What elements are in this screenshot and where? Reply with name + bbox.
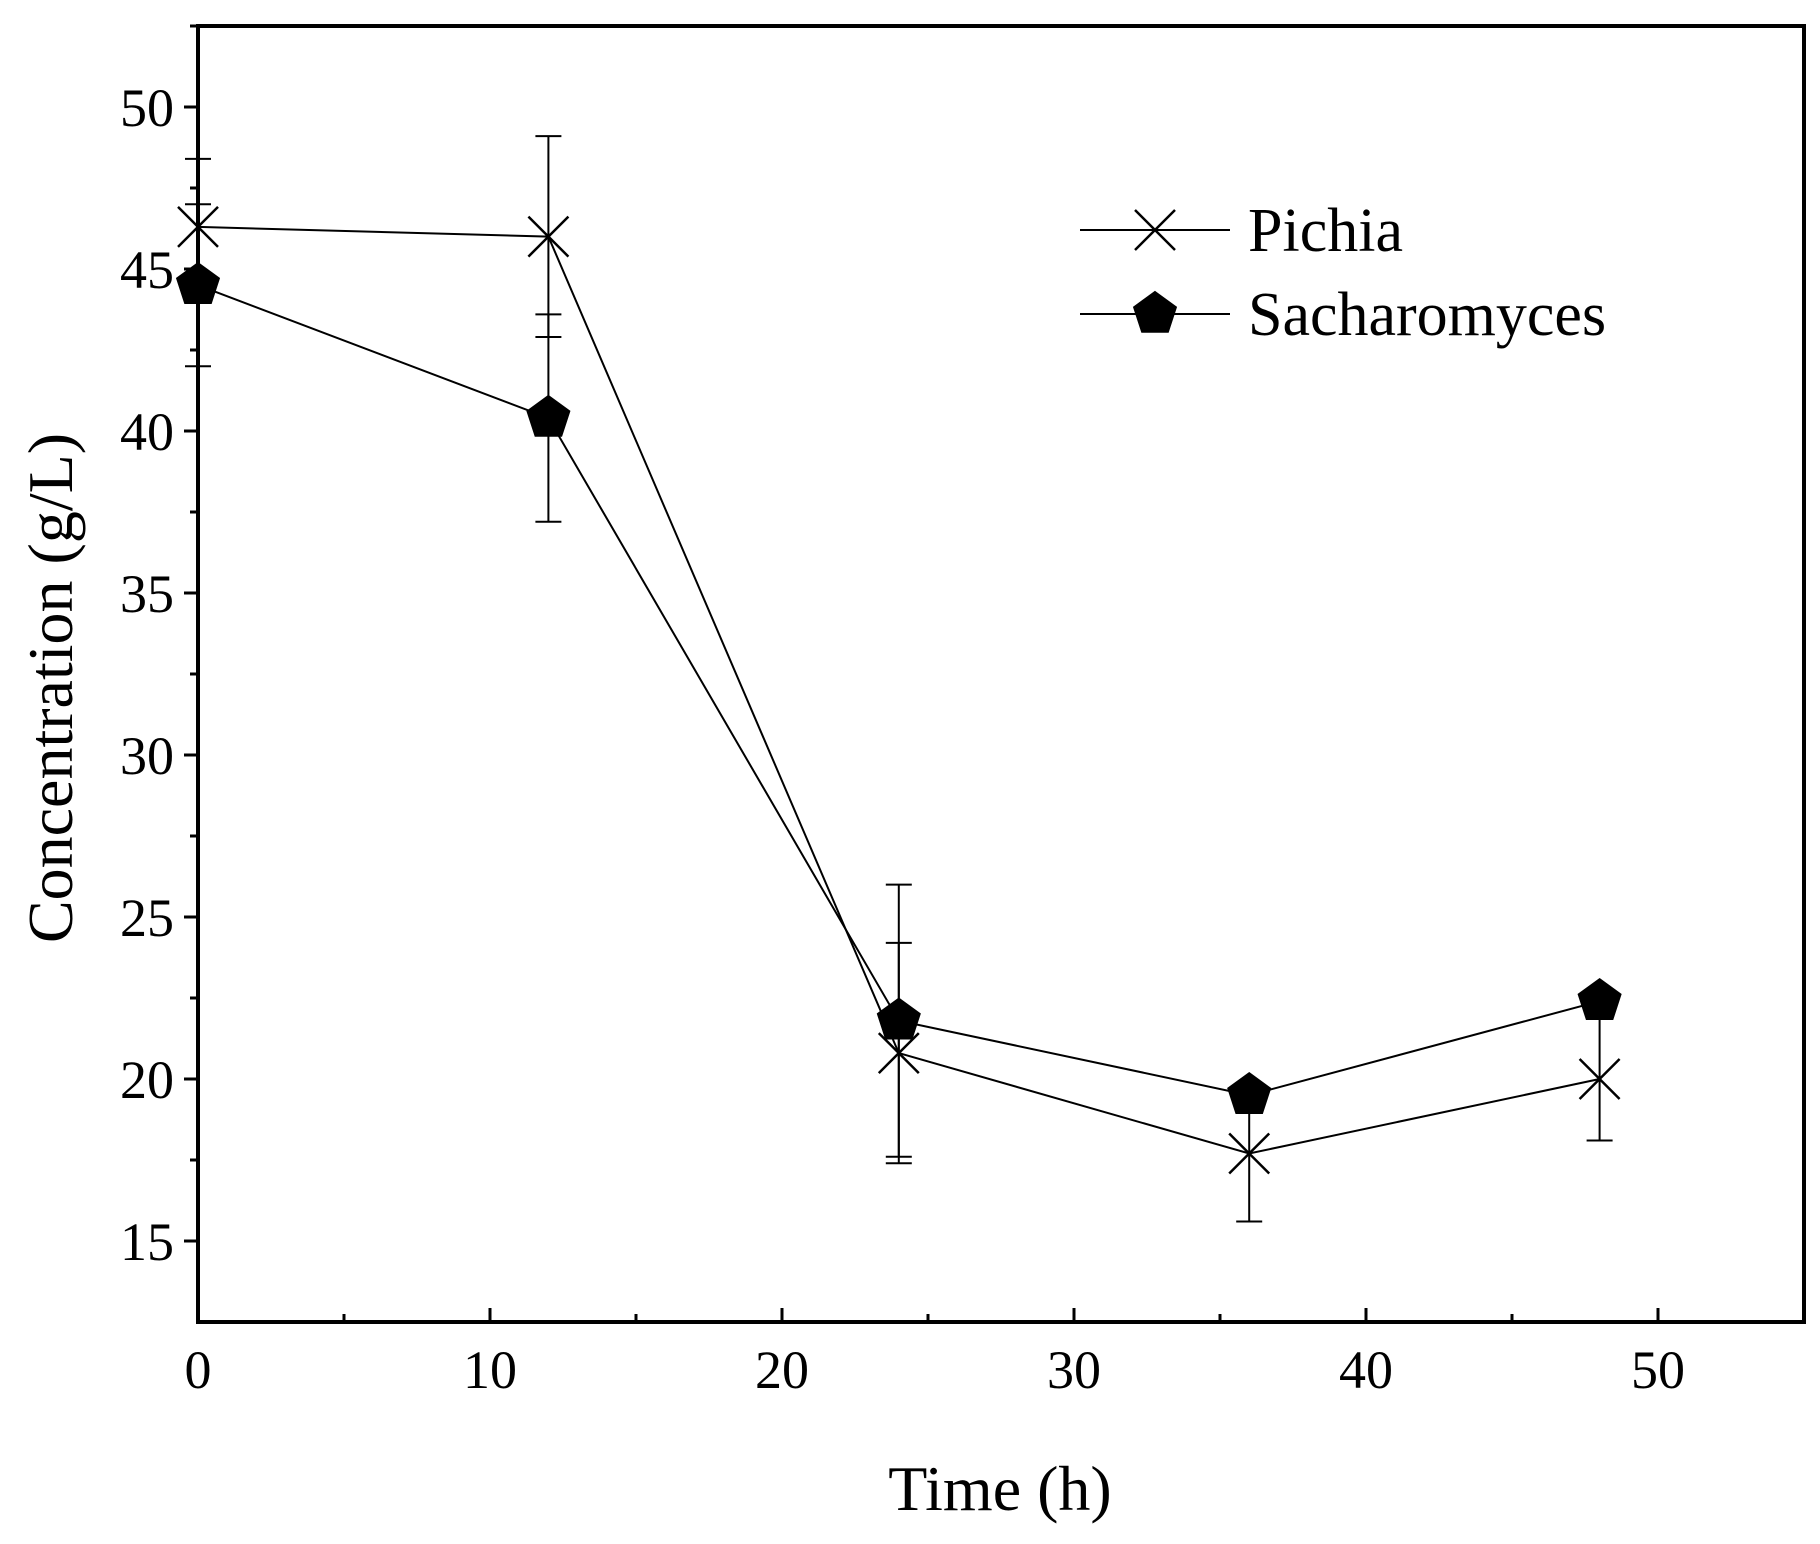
- y-tick-label: 40: [120, 402, 174, 462]
- x-axis-title: Time (h): [888, 1453, 1111, 1524]
- y-tick-label: 50: [120, 78, 174, 138]
- x-tick-label: 20: [755, 1340, 809, 1400]
- y-axis-title: Concentration (g/L): [15, 433, 86, 943]
- series-layer: [175, 135, 1622, 1223]
- legend-item-pichia: Pichia: [1080, 197, 1403, 265]
- y-tick-label: 15: [120, 1212, 174, 1272]
- plot-frame: [196, 24, 1806, 1324]
- legend-label: Sacharomyces: [1248, 281, 1606, 349]
- data-point: [526, 394, 571, 437]
- legend: Pichia Sacharomyces: [1080, 197, 1606, 349]
- legend-label: Pichia: [1248, 197, 1403, 265]
- y-tick-label: 20: [120, 1050, 174, 1110]
- y-tick-label: 45: [120, 240, 174, 300]
- x-tick-label: 10: [463, 1340, 517, 1400]
- x-tick-label: 0: [185, 1340, 212, 1400]
- x-tick-label: 40: [1339, 1340, 1393, 1400]
- label-layer: Time (h) Concentration (g/L): [15, 433, 1112, 1524]
- legend-marker: [1132, 290, 1178, 333]
- y-tick-label: 30: [120, 726, 174, 786]
- data-point: [175, 261, 221, 304]
- legend-item-sacharomyces: Sacharomyces: [1080, 281, 1606, 349]
- data-point: [1227, 1071, 1272, 1114]
- x-tick-label: 50: [1631, 1340, 1685, 1400]
- legend-marker: [1134, 209, 1176, 251]
- data-point: [876, 997, 921, 1040]
- y-tick-label: 25: [120, 888, 174, 948]
- series-sacharomyces: [175, 203, 1622, 1158]
- data-point: [1228, 1132, 1271, 1175]
- axes-layer: 0 10 20 30 40 50 15 20 25 30 35 40 45 50: [120, 24, 1806, 1400]
- data-point: [1578, 1058, 1621, 1100]
- y-tick-label: 35: [120, 564, 174, 624]
- data-point: [1577, 977, 1622, 1020]
- data-point: [527, 215, 570, 258]
- x-tick-label: 30: [1047, 1340, 1101, 1400]
